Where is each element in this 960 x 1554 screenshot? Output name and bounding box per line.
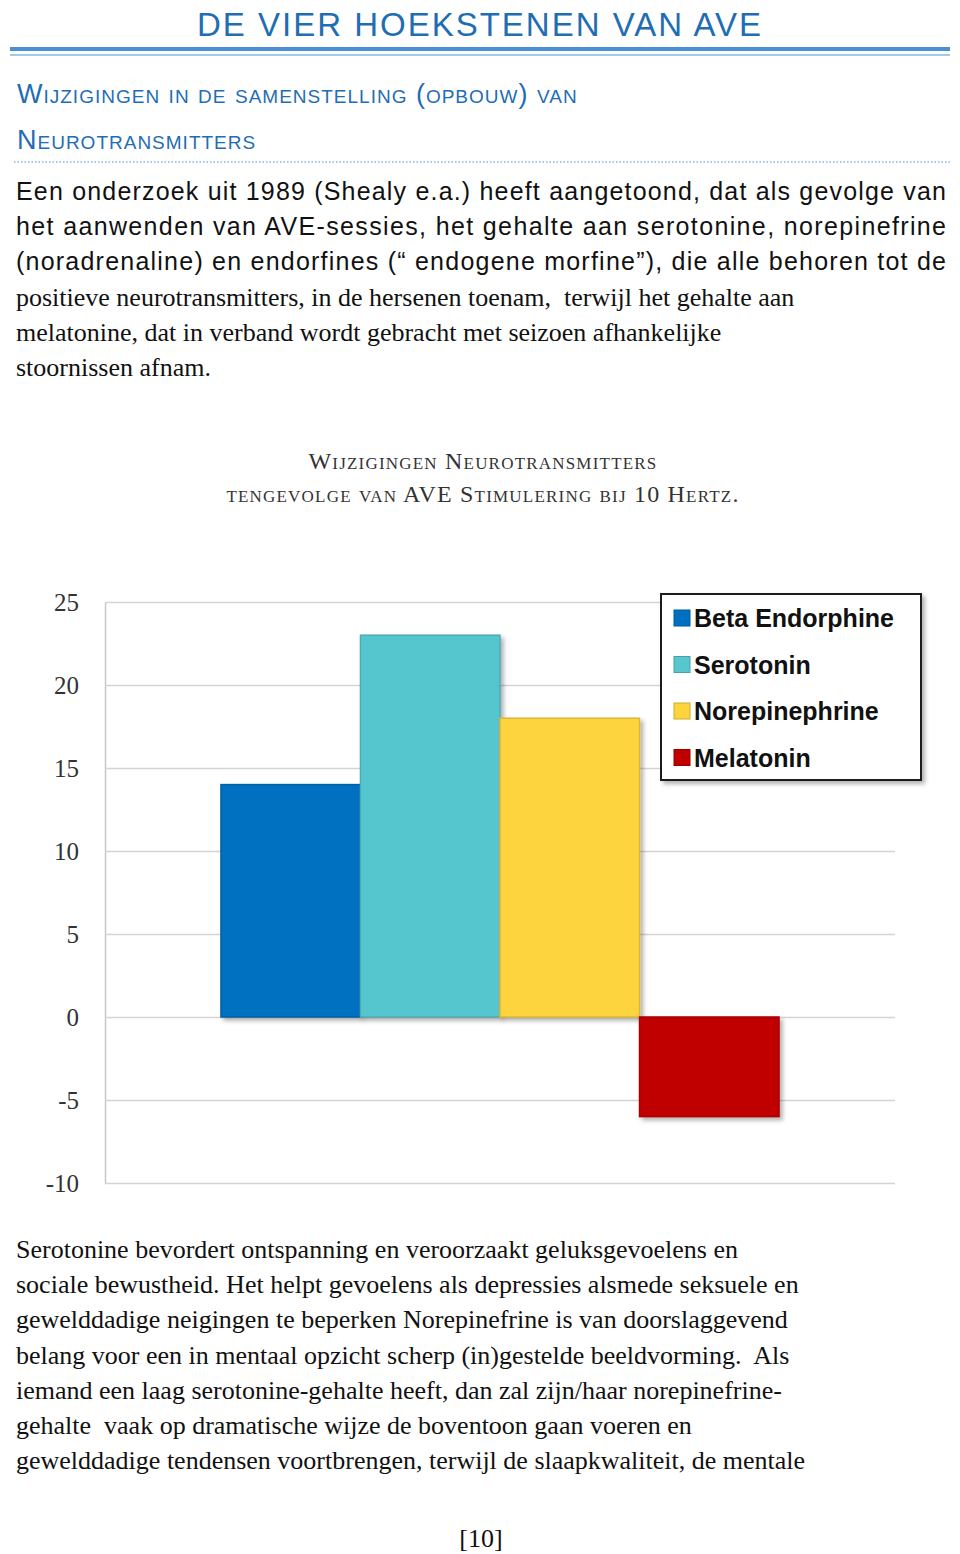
paragraph-line: gehalte vaak op dramatische wijze de bov… [16,1411,692,1440]
header-rule-thin [10,55,950,56]
y-tick-label: 20 [54,672,79,699]
section-heading: Wijzigingen in de samenstelling (opbouw)… [17,79,578,109]
legend-box [661,594,921,780]
page-number: [10] [459,1524,502,1553]
bar [221,785,361,1017]
paragraph-line: gewelddadige tendensen voortbrengen, ter… [16,1446,805,1475]
paragraph-line: positieve neurotransmitters, in de herse… [16,283,794,312]
paragraph-line: Serotonine bevordert ontspanning en vero… [16,1235,738,1264]
legend-label: Beta Endorphine [694,604,894,632]
y-tick-label: 15 [54,755,79,782]
paragraph-line: het aanwenden van AVE-sessies, het gehal… [16,212,946,240]
legend-swatch [674,610,690,626]
y-tick-label: 25 [54,589,79,616]
legend-label: Serotonin [694,651,811,679]
grid-line [105,1183,895,1185]
legend-swatch [674,703,690,719]
paragraph-line: sociale bewustheid. Het helpt gevoelens … [16,1270,799,1299]
legend-swatch [674,657,690,673]
legend-swatch [674,750,690,766]
legend-label: Melatonin [694,744,811,772]
page-header: DE VIER HOEKSTENEN VAN AVE [197,6,763,43]
bar [500,718,640,1017]
chart-title: Wijzigingen Neurotransmitters [309,448,658,474]
paragraph-line: gewelddadige neigingen te beperken Norep… [16,1305,788,1334]
section-rule [14,161,950,162]
legend: Beta Endorphine Serotonin Norepinephrine Me… [661,594,921,780]
y-tick-label: -5 [58,1087,79,1114]
paragraph-line: belang voor een in mentaal opzicht scher… [16,1341,789,1370]
paragraph-line: Een onderzoek uit 1989 (Shealy e.a.) hee… [16,177,946,205]
y-axis-line [105,603,107,1184]
page-svg: DE VIER HOEKSTENEN VAN AVE Wijzigingen in… [0,0,960,1554]
paragraph-line: stoornissen afnam. [16,353,211,382]
y-tick-label: 10 [54,838,79,865]
paragraph-line: iemand een laag serotonine-gehalte heeft… [16,1376,782,1405]
page: DE VIER HOEKSTENEN VAN AVE Wijzigingen in… [0,0,960,1554]
header-rule [10,47,950,51]
chart-subtitle: tengevolge van AVE Stimulering bij 10 He… [226,481,739,507]
y-tick-label: -10 [46,1170,79,1197]
y-tick-label: 0 [67,1004,80,1031]
paragraph-line: melatonine, dat in verband wordt gebrach… [16,318,721,347]
legend-label: Norepinephrine [694,697,879,725]
y-tick-label: 5 [67,921,80,948]
bar [360,635,500,1017]
paragraph-line: (noradrenaline) en endorfines (“ endogen… [16,247,946,275]
y-tick: -10 [46,1170,895,1197]
section-heading: Neurotransmitters [17,125,256,155]
bar [640,1017,780,1117]
